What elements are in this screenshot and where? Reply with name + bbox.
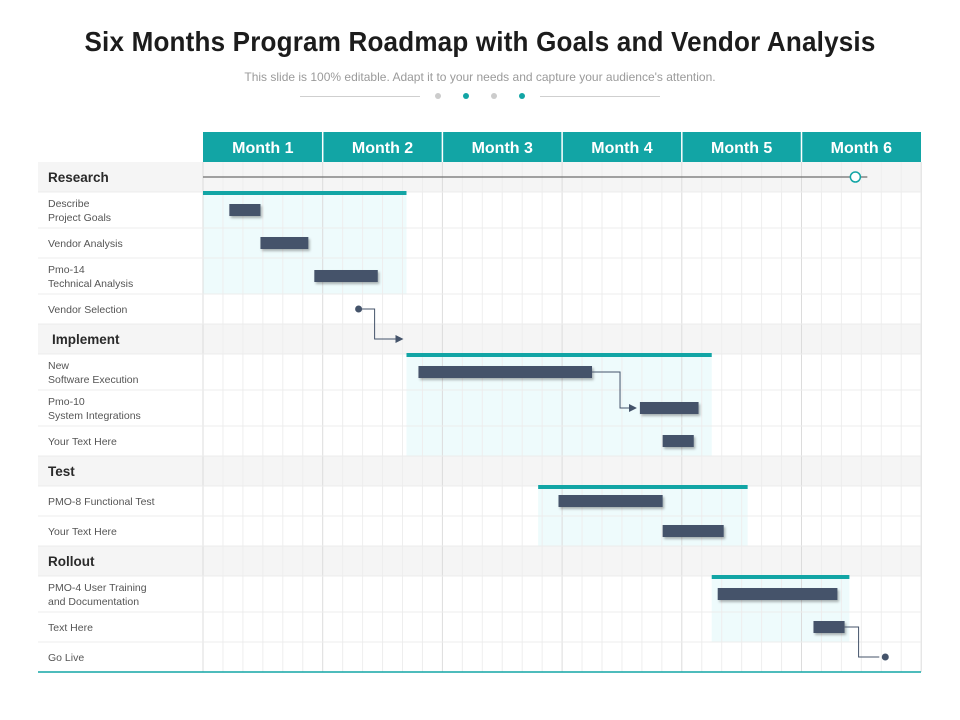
task-label-line: Vendor Selection xyxy=(48,304,128,316)
task-label-line: Describe xyxy=(48,198,90,210)
task-label: PMO-8 Functional Test xyxy=(48,496,155,508)
task-label-line: Technical Analysis xyxy=(48,278,133,290)
task-label-line: Vendor Analysis xyxy=(48,238,123,250)
decor-dot xyxy=(491,93,497,99)
task-bar xyxy=(813,621,845,633)
month-header-label: Month 3 xyxy=(472,140,533,157)
section-row-bg xyxy=(38,456,921,486)
page-subtitle: This slide is 100% editable. Adapt it to… xyxy=(244,70,716,84)
task-label-line: Project Goals xyxy=(48,212,111,224)
month-header-label: Month 2 xyxy=(352,140,413,157)
decor-dot xyxy=(463,93,469,99)
page-title: Six Months Program Roadmap with Goals an… xyxy=(84,26,876,57)
month-header-label: Month 6 xyxy=(831,140,892,157)
task-label: Your Text Here xyxy=(48,436,117,448)
month-header-label: Month 1 xyxy=(232,140,293,157)
dependency-arrow xyxy=(592,371,637,412)
task-label-line: System Integrations xyxy=(48,410,141,422)
task-label-line: Your Text Here xyxy=(48,526,117,538)
task-label: Pmo-14 Technical Analysis xyxy=(48,264,133,290)
month-header-label: Month 4 xyxy=(591,140,652,157)
task-label: New Software Execution xyxy=(48,360,139,386)
task-bar xyxy=(558,495,663,507)
dependency-arrow xyxy=(358,308,404,343)
task-bar xyxy=(662,435,694,447)
task-label-line: PMO-8 Functional Test xyxy=(48,496,155,508)
section-label: Research xyxy=(48,170,109,185)
task-label-line: Your Text Here xyxy=(48,436,117,448)
go-live-dot xyxy=(881,653,889,661)
task-label-line: Text Here xyxy=(48,622,93,634)
milestone-marker xyxy=(849,171,862,183)
task-bar xyxy=(229,204,261,216)
task-label: Describe Project Goals xyxy=(48,198,111,224)
task-label: Your Text Here xyxy=(48,526,117,538)
task-label-line: New xyxy=(48,360,69,372)
dependency-connector xyxy=(844,626,880,658)
decor-dot xyxy=(435,93,441,99)
task-label-line: Go Live xyxy=(48,652,84,664)
task-bar xyxy=(260,237,309,249)
divider-left xyxy=(300,96,420,97)
task-bar xyxy=(639,402,699,414)
task-label-line: Pmo-14 xyxy=(48,264,85,276)
divider-right xyxy=(540,96,660,97)
task-label-line: and Documentation xyxy=(48,596,139,608)
decor-dot xyxy=(519,93,525,99)
task-bar xyxy=(418,366,593,378)
task-bar xyxy=(662,525,724,537)
task-bar xyxy=(314,270,378,282)
task-label: Vendor Analysis xyxy=(48,238,123,250)
month-header-label: Month 5 xyxy=(711,140,772,157)
phase-top-bar xyxy=(711,575,850,579)
phase-top-bar xyxy=(203,191,407,195)
task-label: Text Here xyxy=(48,622,93,634)
section-row-bg xyxy=(38,546,921,576)
phase-top-bar xyxy=(406,353,712,357)
task-label: Go Live xyxy=(48,652,84,664)
section-label: Test xyxy=(48,464,75,479)
task-label: Pmo-10 System Integrations xyxy=(48,396,141,422)
task-label-line: PMO-4 User Training xyxy=(48,582,147,594)
task-bar xyxy=(717,588,838,600)
task-label-line: Software Execution xyxy=(48,374,139,386)
section-label: Rollout xyxy=(48,554,95,569)
phase-top-bar xyxy=(538,485,748,489)
section-row-bg xyxy=(38,324,921,354)
section-label: Implement xyxy=(52,332,120,347)
task-label: PMO-4 User Training and Documentation xyxy=(48,582,147,608)
task-label-line: Pmo-10 xyxy=(48,396,85,408)
task-label: Vendor Selection xyxy=(48,304,128,316)
